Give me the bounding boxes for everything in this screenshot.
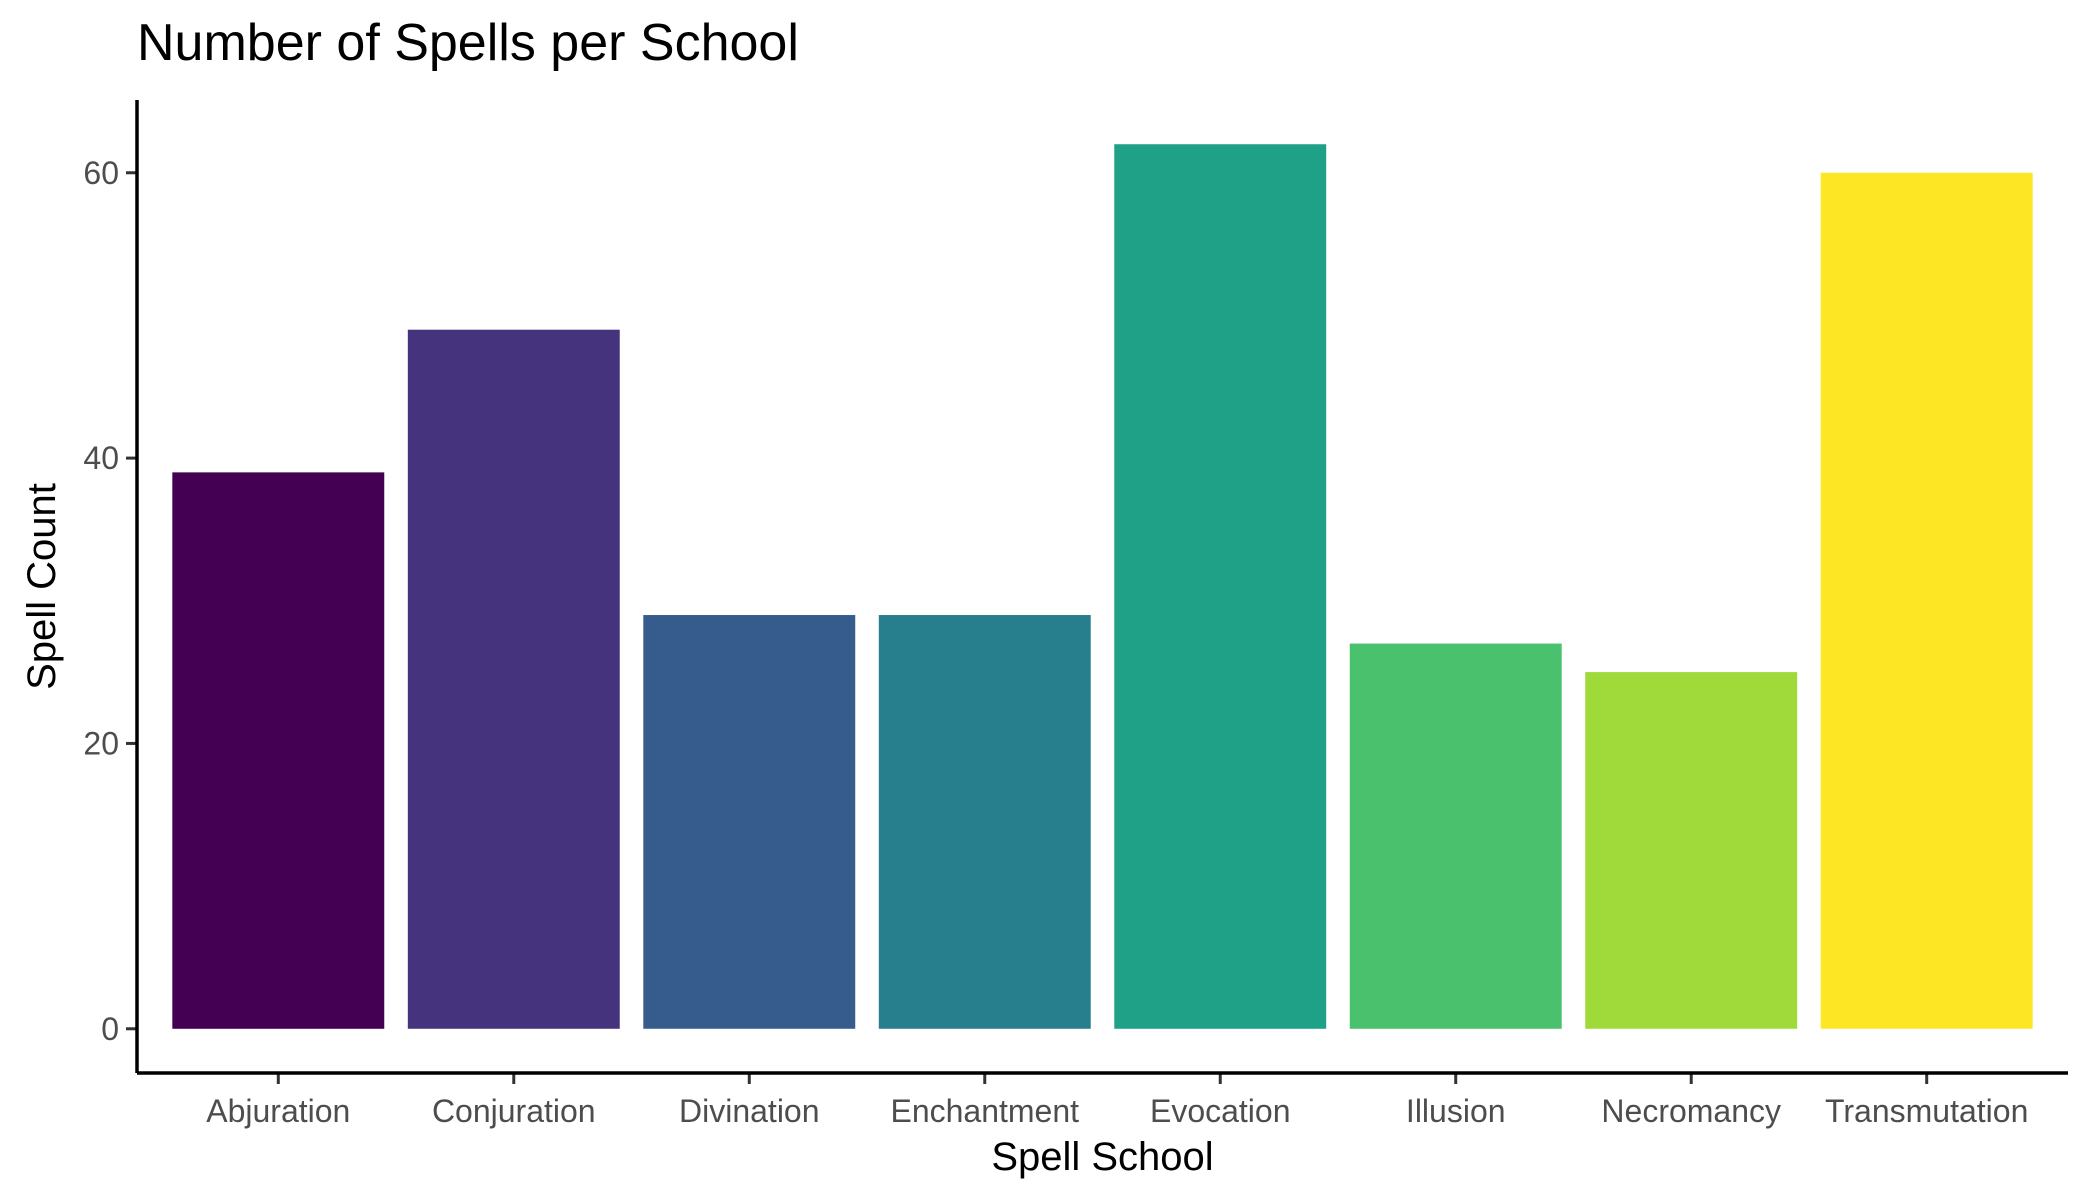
- bar-necromancy: [1585, 672, 1798, 1029]
- y-tick-label: 20: [83, 725, 119, 761]
- x-tick-label: Abjuration: [206, 1093, 350, 1129]
- bar-evocation: [1114, 144, 1327, 1029]
- x-tick-label: Illusion: [1406, 1093, 1506, 1129]
- bar-enchantment: [878, 615, 1091, 1029]
- chart-title: Number of Spells per School: [137, 14, 799, 72]
- y-axis-title: Spell Count: [20, 483, 64, 690]
- y-tick-label: 60: [83, 155, 119, 191]
- x-tick-label: Divination: [679, 1093, 820, 1129]
- x-tick-label: Conjuration: [432, 1093, 596, 1129]
- bar-transmutation: [1820, 172, 2033, 1029]
- bar-illusion: [1349, 643, 1562, 1029]
- x-tick-label: Transmutation: [1825, 1093, 2028, 1129]
- x-tick-label: Necromancy: [1601, 1093, 1781, 1129]
- y-axis-ticks: 0 20 40 60: [83, 155, 137, 1047]
- y-tick-label: 0: [101, 1011, 119, 1047]
- bar-abjuration: [172, 472, 385, 1029]
- bar-conjuration: [407, 329, 620, 1029]
- y-tick-label: 40: [83, 440, 119, 476]
- x-tick-label: Evocation: [1150, 1093, 1291, 1129]
- bar-divination: [643, 615, 856, 1029]
- x-axis-ticks: Abjuration Conjuration Divination Enchantme…: [206, 1073, 2028, 1129]
- x-tick-label: Enchantment: [890, 1093, 1079, 1129]
- bars-layer: [172, 144, 2033, 1029]
- x-axis-title: Spell School: [991, 1135, 1213, 1179]
